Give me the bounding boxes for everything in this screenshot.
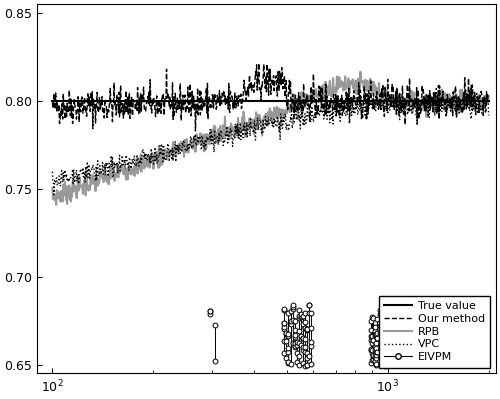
Our method <box>304 93 310 98</box>
Line: RPB: RPB <box>52 72 488 205</box>
VPC <box>51 192 57 197</box>
VPC <box>76 169 82 174</box>
Our method <box>316 108 322 113</box>
Our method <box>328 99 334 104</box>
VPC <box>381 101 387 106</box>
RPB <box>50 186 56 190</box>
VPC <box>315 111 321 115</box>
RPB <box>53 202 59 207</box>
True value <box>50 99 56 103</box>
RPB <box>328 90 334 95</box>
RPB <box>304 91 310 96</box>
Our method <box>76 119 82 124</box>
Our method <box>50 100 56 105</box>
Line: VPC: VPC <box>52 87 488 195</box>
VPC <box>328 109 334 114</box>
True value <box>486 99 492 103</box>
True value <box>328 99 334 103</box>
Legend: True value, Our method, RPB, VPC, EIVPM: True value, Our method, RPB, VPC, EIVPM <box>378 296 490 368</box>
Line: Our method: Our method <box>52 63 488 131</box>
True value <box>76 99 82 103</box>
True value <box>425 99 431 103</box>
RPB <box>426 102 432 107</box>
True value <box>380 99 386 103</box>
RPB <box>382 95 388 100</box>
RPB <box>76 175 82 180</box>
Our method <box>192 128 198 133</box>
RPB <box>358 69 364 74</box>
Our method <box>426 102 432 107</box>
VPC <box>50 169 56 174</box>
VPC <box>486 113 492 118</box>
Our method <box>382 114 388 119</box>
True value <box>303 99 309 103</box>
Our method <box>486 98 492 103</box>
Our method <box>256 61 262 66</box>
VPC <box>434 85 440 90</box>
VPC <box>426 96 432 101</box>
True value <box>314 99 320 103</box>
RPB <box>315 94 321 99</box>
VPC <box>304 118 310 123</box>
RPB <box>486 94 492 99</box>
